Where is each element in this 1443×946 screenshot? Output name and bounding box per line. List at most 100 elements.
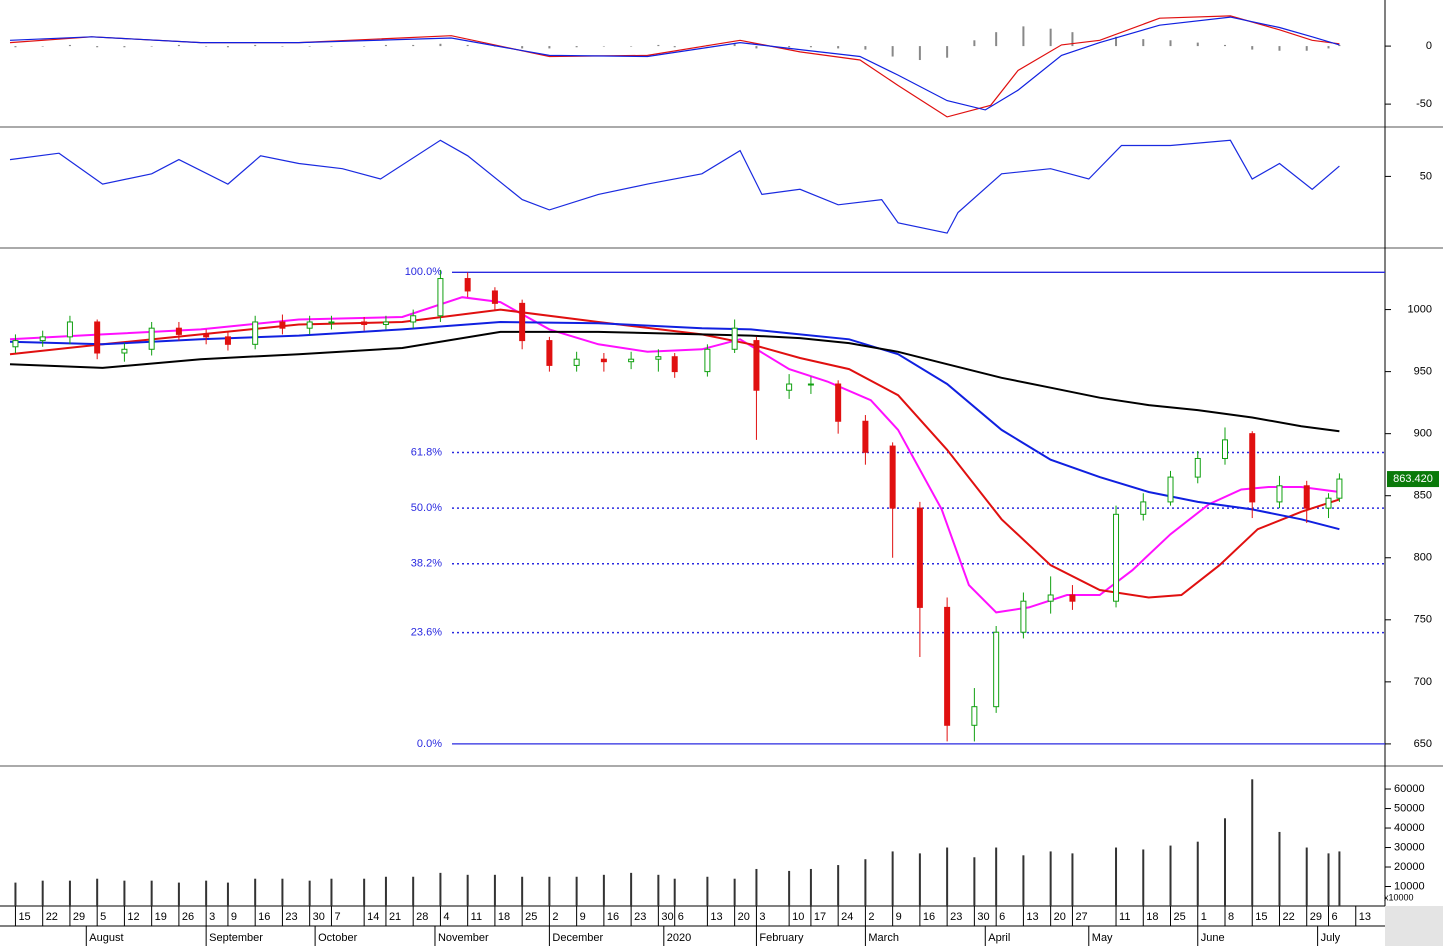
volume-bar xyxy=(1305,847,1308,906)
candle-body xyxy=(328,321,335,324)
x-tick-label: 15 xyxy=(1255,911,1267,923)
volume-bar xyxy=(254,878,257,906)
line-series xyxy=(9,308,1340,599)
x-tick-label: 18 xyxy=(498,911,510,923)
month-label: July xyxy=(1321,932,1341,944)
volume-bar xyxy=(755,868,758,906)
histogram-bar xyxy=(384,44,387,47)
candle-body xyxy=(1336,478,1343,499)
volume-bar xyxy=(150,880,153,906)
x-tick-label: 23 xyxy=(285,911,297,923)
x-tick-label: 9 xyxy=(580,911,586,923)
candle-body xyxy=(39,336,46,342)
y-tick-label: 1000 xyxy=(1408,303,1432,315)
volume-bar xyxy=(41,880,44,906)
volume-bar xyxy=(281,878,284,906)
candle-body xyxy=(1167,476,1174,503)
volume-bar xyxy=(384,876,387,906)
candle-body xyxy=(600,358,607,363)
candle-body xyxy=(203,333,210,338)
histogram-bar xyxy=(864,46,867,50)
month-label: September xyxy=(209,932,263,944)
x-tick-label: 11 xyxy=(471,911,482,923)
histogram-bar xyxy=(630,46,633,47)
x-tick-label: 3 xyxy=(209,911,215,923)
candle-body xyxy=(546,340,553,366)
line-series xyxy=(9,320,1340,531)
histogram-bar xyxy=(809,46,812,48)
histogram-bar xyxy=(466,44,469,47)
volume-bar xyxy=(657,874,660,906)
volume-bar xyxy=(630,872,633,906)
candle-body xyxy=(519,302,526,342)
histogram-bar xyxy=(254,44,257,47)
histogram-bar xyxy=(41,46,44,47)
histogram-bar xyxy=(602,46,605,47)
y-tick-label: 700 xyxy=(1414,676,1432,688)
line-series xyxy=(9,330,1340,433)
histogram-bar xyxy=(68,44,71,47)
histogram-bar xyxy=(1071,32,1074,47)
histogram-bar xyxy=(330,46,333,47)
histogram-bar xyxy=(226,46,229,48)
histogram-bar xyxy=(673,46,676,48)
x-tick-label: 19 xyxy=(155,911,167,923)
fib-label: 23.6% xyxy=(411,626,442,638)
volume-bar xyxy=(96,878,99,906)
last-price-label: 863.420 xyxy=(1393,473,1433,485)
histogram-bar xyxy=(281,46,284,47)
volume-bar xyxy=(330,878,333,906)
candle-body xyxy=(491,290,498,304)
histogram-bar xyxy=(1142,39,1145,47)
line-series xyxy=(9,15,1340,118)
y-tick-label: -50 xyxy=(1416,98,1432,110)
histogram-bar xyxy=(363,46,366,47)
y-tick-label: 50000 xyxy=(1394,802,1425,814)
volume-bar xyxy=(14,882,17,906)
candle-body xyxy=(1140,501,1147,515)
x-tick-label: 15 xyxy=(18,911,30,923)
histogram-bar xyxy=(150,46,153,47)
candle-body xyxy=(807,383,814,386)
volume-bar xyxy=(493,874,496,906)
candle-body xyxy=(1276,485,1283,503)
volume-bar xyxy=(1022,855,1025,906)
month-label: March xyxy=(868,932,899,944)
x-tick-label: 1 xyxy=(1201,911,1207,923)
volume-bar xyxy=(1327,853,1330,906)
month-label: December xyxy=(552,932,603,944)
candle-body xyxy=(971,706,978,726)
volume-multiplier: x10000 xyxy=(1384,892,1414,902)
volume-bar xyxy=(1338,851,1341,906)
volume-bar xyxy=(412,876,415,906)
histogram-bar xyxy=(14,46,17,48)
volume-bar xyxy=(673,878,676,906)
volume-bar xyxy=(1278,831,1281,906)
histogram-bar xyxy=(439,43,442,47)
x-tick-label: 9 xyxy=(896,911,902,923)
x-tick-label: 22 xyxy=(1282,911,1294,923)
candle-body xyxy=(66,321,73,338)
candle-body xyxy=(786,383,793,391)
histogram-bar xyxy=(1327,46,1330,49)
y-tick-label: 50 xyxy=(1420,170,1432,182)
candle-body xyxy=(731,327,738,350)
month-label: August xyxy=(89,932,123,944)
histogram-bar xyxy=(1251,46,1254,50)
x-tick-label: 22 xyxy=(46,911,58,923)
candle-body xyxy=(437,278,444,317)
x-tick-label: 6 xyxy=(999,911,1005,923)
x-tick-label: 16 xyxy=(258,911,270,923)
y-tick-label: 60000 xyxy=(1394,783,1425,795)
candle-body xyxy=(279,321,286,329)
y-tick-label: 0 xyxy=(1426,40,1432,52)
candle-body xyxy=(753,340,760,391)
volume-bar xyxy=(205,880,208,906)
x-tick-label: 12 xyxy=(127,911,139,923)
candle-body xyxy=(1221,439,1228,459)
month-label: May xyxy=(1092,932,1113,944)
x-tick-label: 30 xyxy=(977,911,989,923)
volume-bar xyxy=(602,874,605,906)
y-tick-label: 650 xyxy=(1414,738,1432,750)
